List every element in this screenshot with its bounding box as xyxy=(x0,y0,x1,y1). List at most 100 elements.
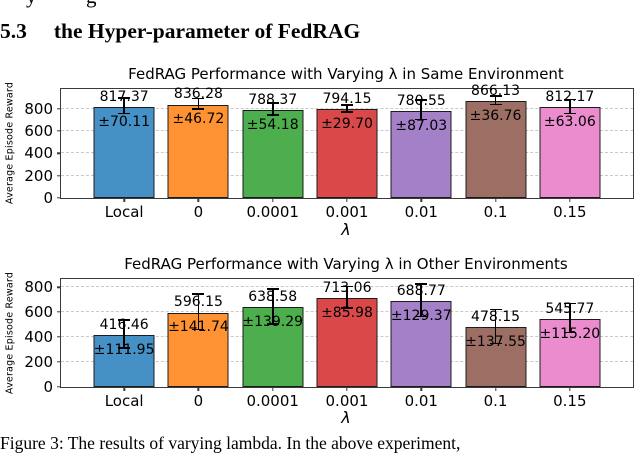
y-tick-mark xyxy=(57,386,61,388)
bars-row: 817.37 ±70.11 Local 836.28 ±46.72 0 788.37 ±54.… xyxy=(61,83,633,221)
x-tick-label: Local xyxy=(104,392,144,410)
bar-error-label: ±139.29 xyxy=(242,314,304,331)
bar-error-label: ±115.20 xyxy=(539,325,601,342)
error-bar-cap xyxy=(118,347,131,349)
bar-error-label: ±141.74 xyxy=(168,319,229,336)
x-tick-label: 0.15 xyxy=(553,203,587,221)
x-tick-label: 0.0001 xyxy=(246,203,299,221)
bar-value-label: 713.06 xyxy=(322,279,372,296)
bar-error-label: ±63.06 xyxy=(543,114,596,131)
x-tick-mark xyxy=(123,198,125,202)
bar-group-local: 416.46 ±111.95 Local xyxy=(87,279,161,410)
x-tick-mark xyxy=(197,387,200,391)
y-tick-mark xyxy=(57,361,61,363)
x-tick-label: Local xyxy=(104,203,144,221)
y-tick-label: 400 xyxy=(24,328,53,347)
bar-value-label: 545.77 xyxy=(545,300,595,317)
bar-error-label: ±36.76 xyxy=(469,108,522,125)
error-bar-cap xyxy=(563,112,576,115)
bar xyxy=(539,107,601,198)
y-tick-mark xyxy=(57,286,61,288)
x-tick-mark xyxy=(569,198,571,202)
x-tick-mark xyxy=(569,387,571,391)
x-tick-mark xyxy=(346,387,348,391)
bar xyxy=(167,104,229,198)
bar-value-label: 596.15 xyxy=(173,294,223,311)
bar-value-label: 794.15 xyxy=(322,91,372,108)
x-tick-label: 0.0001 xyxy=(246,392,299,410)
error-bar xyxy=(420,284,423,318)
cropped-glyph: y xyxy=(26,0,37,9)
error-bar-cap xyxy=(192,97,205,100)
y-tick-label: 600 xyxy=(24,303,53,322)
x-tick-mark xyxy=(420,387,422,391)
error-bar-cap xyxy=(340,104,353,106)
cropped-glyph: g xyxy=(86,0,97,9)
y-tick-label: 0 xyxy=(43,378,53,396)
x-tick-label: 0.001 xyxy=(325,203,369,221)
x-tick-label: 0.001 xyxy=(325,392,369,410)
bar xyxy=(93,106,155,198)
bar-group-0.01: 780.55 ±87.03 0.01 xyxy=(384,89,458,221)
plot-area: 0 200 400 600 800 817.37 ±70.11 Local 836.28 ±46.… xyxy=(24,83,634,221)
bar-group-0.15: 545.77 ±115.20 0.15 xyxy=(533,279,607,410)
error-bar xyxy=(271,289,274,325)
bar xyxy=(390,110,452,198)
bar-value-label: 817.37 xyxy=(99,88,149,105)
y-axis-label: Average Episode Reward xyxy=(4,271,16,395)
error-bar-cap xyxy=(563,302,576,305)
section-title: the Hyper-parameter of FedRAG xyxy=(53,19,361,43)
bar-group-0: 596.15 ±141.74 0 xyxy=(161,279,235,410)
error-bar-cap xyxy=(489,103,502,106)
bar-group-local: 817.37 ±70.11 Local xyxy=(87,88,161,221)
chart-title: FedRAG Performance with Varying λ in Sam… xyxy=(128,65,564,83)
bar-error-label: ±29.70 xyxy=(321,116,373,133)
error-bar xyxy=(420,101,423,121)
error-bar-cap xyxy=(266,102,279,104)
bar-error-label: ±87.03 xyxy=(395,117,448,134)
x-tick-label: 0 xyxy=(193,203,204,221)
error-bar-cap xyxy=(266,288,279,290)
x-tick-mark xyxy=(272,387,274,391)
cropped-text-line: y g xyxy=(0,0,640,13)
y-tick-label: 800 xyxy=(24,278,53,297)
y-tick-mark xyxy=(57,107,61,110)
error-bar-cap xyxy=(192,108,205,110)
error-bar-cap xyxy=(415,99,428,102)
bar-error-label: ±46.72 xyxy=(172,111,225,128)
x-tick-label: 0 xyxy=(193,392,204,410)
bar xyxy=(465,101,527,198)
error-bar xyxy=(271,103,274,116)
x-tick-label: 0.01 xyxy=(404,203,438,221)
x-axis-label: λ xyxy=(341,408,351,427)
bar-value-label: 688.77 xyxy=(396,282,446,299)
bars-row: 416.46 ±111.95 Local 596.15 ±141.74 0 638.58 ±1… xyxy=(61,279,633,410)
bar-value-label: 866.13 xyxy=(471,83,521,100)
y-tick-label: 0 xyxy=(43,189,53,207)
bar-group-0.0001: 788.37 ±54.18 0.0001 xyxy=(236,89,310,221)
error-bar xyxy=(494,310,497,345)
bar-group-0.1: 478.15 ±137.55 0.1 xyxy=(458,279,532,410)
bar-group-0.1: 866.13 ±36.76 0.1 xyxy=(458,83,532,221)
bar-value-label: 638.58 xyxy=(248,289,298,306)
error-bar-cap xyxy=(192,328,205,331)
error-bar-cap xyxy=(563,98,576,101)
x-tick-mark xyxy=(494,387,497,391)
error-bar-cap xyxy=(192,293,205,295)
bar-group-0.0001: 638.58 ±139.29 0.0001 xyxy=(236,279,310,410)
bar-value-label: 836.28 xyxy=(173,86,223,103)
error-bar-cap xyxy=(266,323,279,325)
error-bar xyxy=(494,97,497,106)
section-heading: 5.3 the Hyper-parameter of FedRAG xyxy=(0,19,640,44)
error-bar-cap xyxy=(340,307,353,309)
error-bar xyxy=(569,304,571,334)
error-bar-cap xyxy=(415,118,428,121)
x-tick-mark xyxy=(123,387,125,391)
plot-area: 0 200 400 600 800 416.46 ±111.95 Local 596.15 ±14… xyxy=(24,278,634,410)
bar-value-label: 788.37 xyxy=(248,91,298,108)
bar-error-label: ±137.55 xyxy=(465,334,526,351)
x-tick-mark xyxy=(420,198,422,202)
error-bar xyxy=(123,98,125,115)
x-tick-mark xyxy=(272,198,274,202)
y-tick-label: 200 xyxy=(24,166,53,185)
